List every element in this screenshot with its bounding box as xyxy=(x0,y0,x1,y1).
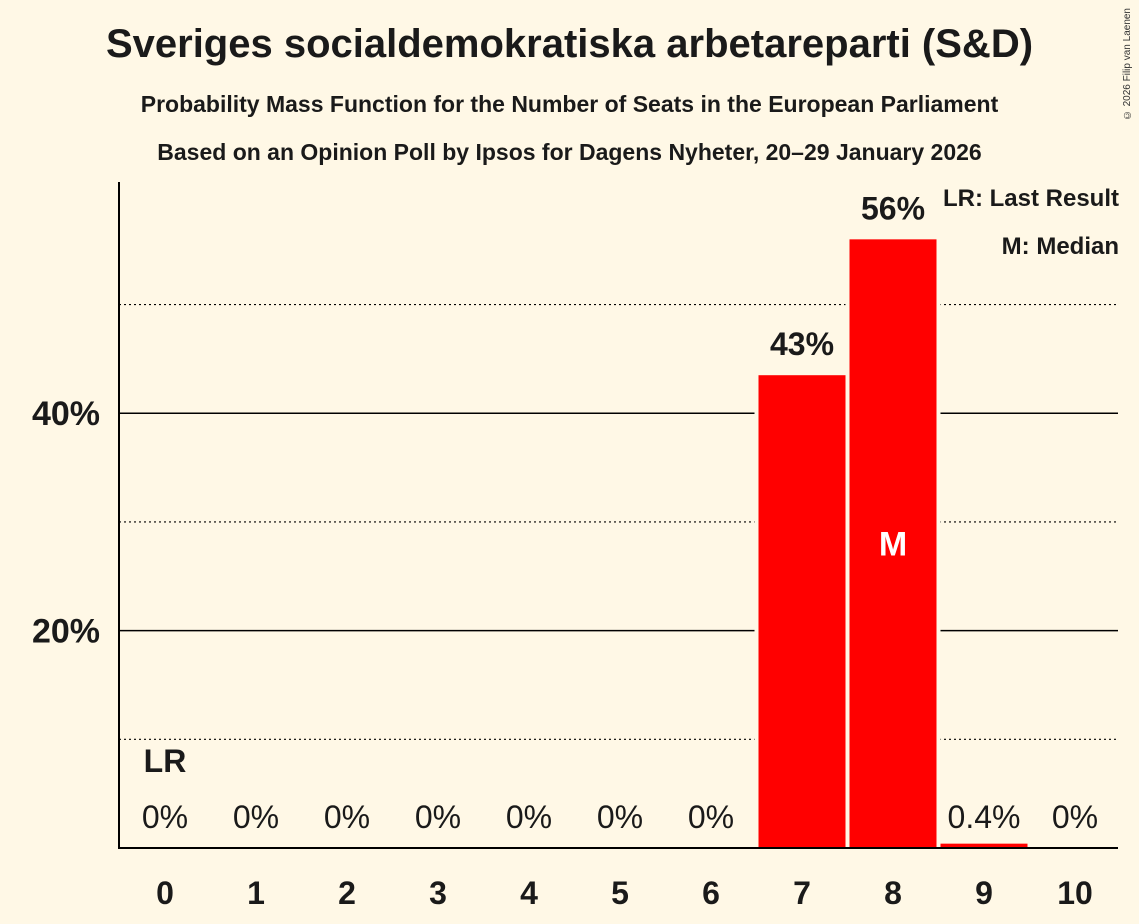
bar xyxy=(758,375,846,848)
data-label: 56% xyxy=(861,190,925,226)
x-tick-label: 0 xyxy=(156,875,174,911)
data-label: 0% xyxy=(142,799,188,835)
last-result-marker: LR xyxy=(144,743,187,779)
data-label: 0% xyxy=(324,799,370,835)
chart-subtitle-source: Based on an Opinion Poll by Ipsos for Da… xyxy=(157,139,982,165)
bar xyxy=(940,843,1028,848)
y-tick-label: 40% xyxy=(32,395,100,433)
data-label: 0% xyxy=(415,799,461,835)
x-tick-label: 4 xyxy=(520,875,538,911)
data-label: 0% xyxy=(506,799,552,835)
data-label: 0% xyxy=(1052,799,1098,835)
median-marker: M xyxy=(879,526,907,564)
x-tick-label: 7 xyxy=(793,875,811,911)
x-tick-label: 9 xyxy=(975,875,993,911)
bar xyxy=(849,239,937,849)
x-tick-label: 1 xyxy=(247,875,265,911)
data-label: 0.4% xyxy=(948,799,1021,835)
x-tick-label: 8 xyxy=(884,875,902,911)
chart-subtitle: Probability Mass Function for the Number… xyxy=(140,91,999,117)
x-tick-label: 3 xyxy=(429,875,447,911)
legend-median: M: Median xyxy=(1001,233,1119,260)
data-label: 0% xyxy=(597,799,643,835)
x-tick-label: 10 xyxy=(1057,875,1093,911)
x-tick-label: 5 xyxy=(611,875,629,911)
data-label: 0% xyxy=(233,799,279,835)
data-label: 0% xyxy=(688,799,734,835)
data-label: 43% xyxy=(770,326,834,362)
x-tick-label: 6 xyxy=(702,875,720,911)
y-tick-label: 20% xyxy=(32,613,100,651)
chart-title: Sveriges socialdemokratiska arbetarepart… xyxy=(105,22,1034,66)
legend-last-result: LR: Last Result xyxy=(942,185,1119,212)
x-tick-label: 2 xyxy=(338,875,356,911)
